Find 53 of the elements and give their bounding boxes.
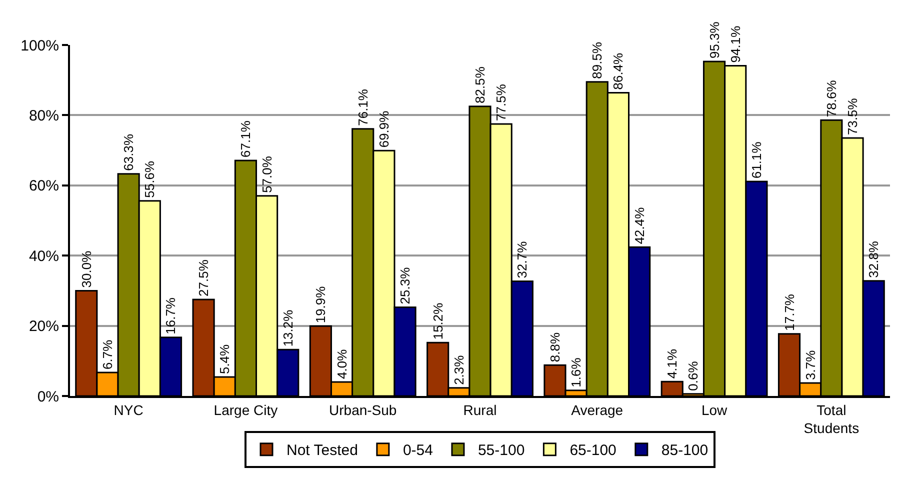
data-label: 61.1% <box>748 141 764 179</box>
data-label: 4.1% <box>664 348 680 379</box>
data-label: 30.0% <box>78 250 94 288</box>
y-tick-label: 60% <box>28 178 59 195</box>
data-label: 89.5% <box>590 42 605 79</box>
data-label: 42.4% <box>632 206 647 244</box>
data-label: 63.3% <box>121 134 136 171</box>
x-tick-label: Urban-Sub <box>329 402 397 418</box>
data-label: 5.4% <box>217 344 232 374</box>
data-label: 2.3% <box>451 354 466 385</box>
data-label: 32.8% <box>866 240 882 278</box>
legend-label: 85-100 <box>661 442 708 460</box>
data-label: 3.7% <box>802 350 818 380</box>
x-tick-label: Total Students <box>804 402 860 436</box>
data-label: 19.9% <box>313 286 328 324</box>
x-tick-label: Average <box>571 402 624 418</box>
data-label: 69.9% <box>376 110 392 148</box>
data-label: 77.5% <box>494 84 509 121</box>
x-tick-label: NYC <box>114 402 144 418</box>
data-label: 15.2% <box>430 302 446 340</box>
data-label: 55.6% <box>142 160 158 198</box>
legend-label: 65-100 <box>570 442 616 460</box>
y-tick-label: 0% <box>37 388 59 406</box>
data-label: 57.0% <box>259 156 274 193</box>
y-tick-label: 100% <box>20 37 59 54</box>
legend-label: Not Tested <box>286 442 358 460</box>
data-label: 32.7% <box>514 240 530 278</box>
x-tick-label: Low <box>701 402 728 418</box>
data-label: 86.4% <box>610 52 626 90</box>
legend-label: 55-100 <box>478 442 525 460</box>
data-label: 16.7% <box>163 297 178 334</box>
data-label: 13.2% <box>280 309 296 347</box>
data-label: 94.1% <box>728 25 743 63</box>
data-label: 17.7% <box>782 294 797 331</box>
legend-label: 0-54 <box>402 442 433 460</box>
data-label: 6.7% <box>100 339 115 370</box>
data-label: 78.6% <box>824 80 839 118</box>
x-tick-label: Rural <box>463 402 497 418</box>
data-label: 0.6% <box>686 360 701 391</box>
data-label: 82.5% <box>472 66 488 104</box>
data-label: 95.3% <box>706 21 722 58</box>
data-label: 67.1% <box>238 120 254 158</box>
y-tick-label: 40% <box>28 248 59 265</box>
data-label: 25.3% <box>398 266 413 304</box>
y-tick-label: 20% <box>28 318 59 336</box>
x-tick-label: Large City <box>214 402 278 418</box>
data-label: 73.5% <box>845 98 860 136</box>
data-label: 27.5% <box>196 259 212 296</box>
data-label: 4.0% <box>334 348 350 379</box>
data-label: 1.6% <box>568 357 584 388</box>
y-tick-label: 80% <box>28 107 59 124</box>
data-label: 76.1% <box>355 88 370 126</box>
data-label: 8.8% <box>547 332 562 362</box>
